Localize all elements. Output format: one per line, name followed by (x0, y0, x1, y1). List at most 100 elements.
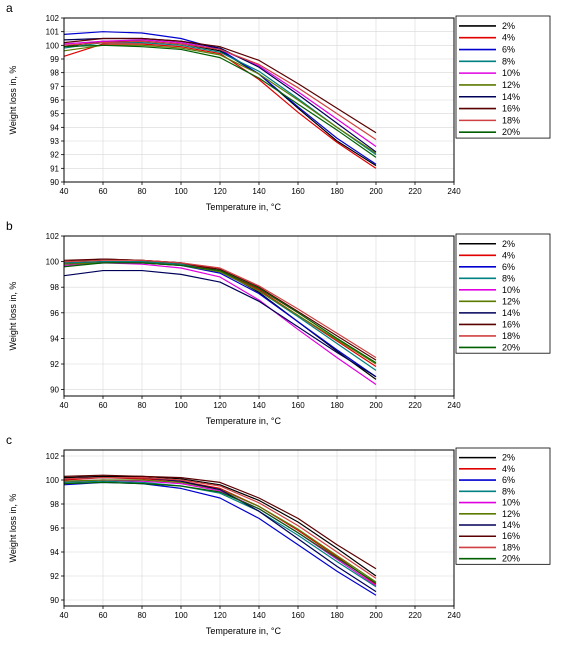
x-tick-label: 60 (99, 401, 108, 410)
legend-label: 20% (502, 342, 520, 352)
y-tick-label: 102 (46, 232, 60, 241)
legend-label: 10% (502, 285, 520, 295)
panel-letter: a (6, 1, 13, 15)
legend-label: 10% (502, 498, 520, 508)
y-tick-label: 102 (46, 452, 60, 461)
x-tick-label: 80 (138, 187, 147, 196)
legend-label: 12% (502, 509, 520, 519)
y-tick-label: 94 (50, 334, 59, 343)
series-line-18pct (63, 259, 377, 359)
y-tick-label: 98 (50, 69, 59, 78)
x-tick-label: 180 (330, 611, 344, 620)
legend-label: 20% (502, 554, 520, 564)
x-tick-label: 80 (138, 611, 147, 620)
series-line-20pct (63, 262, 377, 364)
x-tick-label: 120 (213, 187, 227, 196)
legend-label: 2% (502, 21, 515, 31)
legend-label: 14% (502, 520, 520, 530)
y-tick-label: 90 (50, 386, 59, 395)
legend-label: 12% (502, 296, 520, 306)
panel-letter: b (6, 219, 13, 233)
legend-label: 16% (502, 104, 520, 114)
x-tick-label: 220 (408, 187, 422, 196)
chart-panel-b: 40 60 80 100 120 140 160 180 200 220 240 90 92 94 96 98… (6, 219, 551, 426)
y-tick-label: 93 (50, 137, 59, 146)
legend-label: 2% (502, 453, 515, 463)
y-tick-label: 92 (50, 151, 59, 160)
legend-label: 18% (502, 115, 520, 125)
series-line-16pct (63, 258, 377, 361)
x-axis-title: Temperature in, °C (206, 202, 282, 212)
legend-label: 14% (502, 308, 520, 318)
x-tick-label: 220 (408, 611, 422, 620)
x-tick-label: 60 (99, 611, 108, 620)
x-axis-title: Temperature in, °C (206, 626, 282, 636)
legend-label: 12% (502, 80, 520, 90)
x-axis-title: Temperature in, °C (206, 416, 282, 426)
legend-label: 20% (502, 127, 520, 137)
x-tick-label: 80 (138, 401, 147, 410)
legend-label: 4% (502, 250, 515, 260)
x-tick-label: 40 (60, 187, 69, 196)
series-line-18pct (63, 40, 377, 141)
y-tick-label: 95 (50, 110, 59, 119)
series-line-20pct (63, 481, 377, 584)
x-tick-label: 160 (291, 401, 305, 410)
legend-label: 6% (502, 45, 515, 55)
x-tick-label: 140 (252, 187, 266, 196)
legend-label: 18% (502, 331, 520, 341)
x-tick-label: 180 (330, 401, 344, 410)
x-tick-label: 140 (252, 401, 266, 410)
x-tick-label: 240 (447, 187, 461, 196)
y-tick-label: 98 (50, 500, 59, 509)
series-line-18pct (63, 477, 377, 579)
x-tick-label: 200 (369, 611, 383, 620)
legend-label: 2% (502, 239, 515, 249)
y-tick-label: 92 (50, 572, 59, 581)
y-axis-title: Weight loss in, % (8, 282, 18, 351)
y-tick-label: 101 (46, 28, 60, 37)
x-tick-label: 120 (213, 401, 227, 410)
y-tick-label: 96 (50, 524, 59, 533)
x-tick-label: 100 (174, 611, 188, 620)
x-tick-label: 140 (252, 611, 266, 620)
series-line-16pct (63, 37, 377, 134)
legend-label: 8% (502, 273, 515, 283)
x-tick-label: 160 (291, 187, 305, 196)
y-tick-label: 96 (50, 96, 59, 105)
y-tick-label: 90 (50, 178, 59, 187)
y-tick-label: 100 (46, 258, 60, 267)
legend-box (455, 15, 551, 139)
series-line-4pct (63, 43, 377, 169)
legend-label: 4% (502, 33, 515, 43)
legend-label: 14% (502, 92, 520, 102)
legend-box (455, 447, 551, 565)
y-tick-label: 92 (50, 360, 59, 369)
y-tick-label: 102 (46, 14, 60, 23)
series-line-14pct (63, 269, 377, 378)
x-tick-label: 220 (408, 401, 422, 410)
x-tick-label: 240 (447, 611, 461, 620)
y-axis-title: Weight loss in, % (8, 66, 18, 135)
x-tick-label: 200 (369, 187, 383, 196)
legend-label: 10% (502, 68, 520, 78)
chart-panel-a: 40 60 80 100 120 140 160 180 200 220 240 90 91 92 93 94… (6, 1, 551, 212)
chart-panel-c: 40 60 80 100 120 140 160 180 200 220 240 90 92 94 96 98… (6, 433, 551, 636)
y-axis-title: Weight loss in, % (8, 494, 18, 563)
legend-label: 18% (502, 542, 520, 552)
y-tick-label: 91 (50, 164, 59, 173)
series-line-2pct (63, 475, 377, 577)
series-line-20pct (63, 44, 377, 158)
x-tick-label: 240 (447, 401, 461, 410)
x-tick-label: 40 (60, 401, 69, 410)
y-tick-label: 98 (50, 283, 59, 292)
y-tick-label: 94 (50, 548, 59, 557)
legend-label: 6% (502, 262, 515, 272)
x-tick-label: 200 (369, 401, 383, 410)
y-tick-label: 97 (50, 82, 59, 91)
legend-label: 6% (502, 475, 515, 485)
y-tick-label: 100 (46, 476, 60, 485)
y-tick-label: 94 (50, 123, 59, 132)
legend-label: 4% (502, 464, 515, 474)
x-tick-label: 40 (60, 611, 69, 620)
